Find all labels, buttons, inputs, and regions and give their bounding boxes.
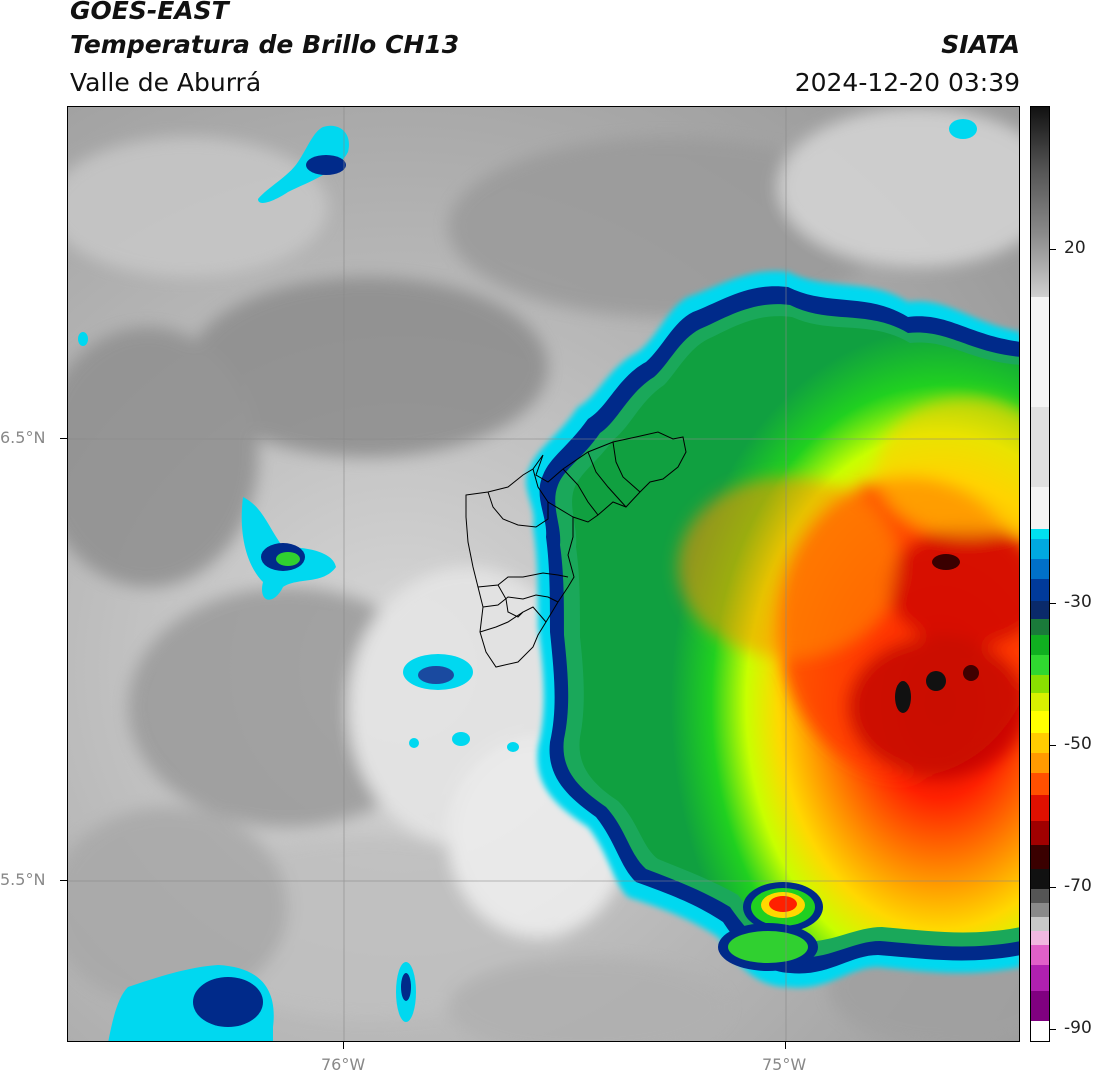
colorbar-label-minus90: -90 bbox=[1064, 1018, 1092, 1038]
colorbar-label-minus30: -30 bbox=[1064, 592, 1092, 612]
colorbar-label-minus70: -70 bbox=[1064, 876, 1092, 896]
lat-tick bbox=[60, 438, 67, 439]
temperature-colorbar bbox=[1030, 106, 1050, 1042]
colorbar-tick bbox=[1050, 1029, 1056, 1030]
gray-cloud-texture bbox=[68, 107, 1019, 1041]
lon-tick bbox=[785, 1042, 786, 1049]
org-label: SIATA bbox=[941, 30, 1020, 59]
gridlines bbox=[68, 107, 1019, 1041]
colorbar-label-minus50: -50 bbox=[1064, 734, 1092, 754]
colorbar-label-20: 20 bbox=[1064, 238, 1086, 258]
lon-label-76w: 76°W bbox=[321, 1055, 366, 1074]
lat-tick bbox=[60, 880, 67, 881]
lat-label-6-5: 6.5°N bbox=[0, 428, 46, 447]
colorbar-tick bbox=[1050, 249, 1056, 250]
satellite-title: GOES-EAST bbox=[70, 0, 229, 25]
product-title: Temperatura de Brillo CH13 bbox=[70, 30, 460, 59]
brightness-temperature-field bbox=[68, 107, 1019, 1041]
colorbar-tick bbox=[1050, 887, 1056, 888]
colorbar-tick bbox=[1050, 745, 1056, 746]
lat-label-5-5: 5.5°N bbox=[0, 870, 46, 889]
lon-tick bbox=[343, 1042, 344, 1049]
small-cold-cells bbox=[78, 119, 977, 1041]
datetime-label: 2024-12-20 03:39 bbox=[794, 68, 1020, 97]
satellite-map[interactable] bbox=[67, 106, 1020, 1042]
region-subtitle: Valle de Aburrá bbox=[70, 68, 262, 97]
colorbar-gradient bbox=[1031, 107, 1049, 1041]
colorbar-tick bbox=[1050, 603, 1056, 604]
convective-storm bbox=[526, 271, 1019, 988]
lon-label-75w: 75°W bbox=[762, 1055, 807, 1074]
municipal-boundaries bbox=[465, 431, 687, 668]
